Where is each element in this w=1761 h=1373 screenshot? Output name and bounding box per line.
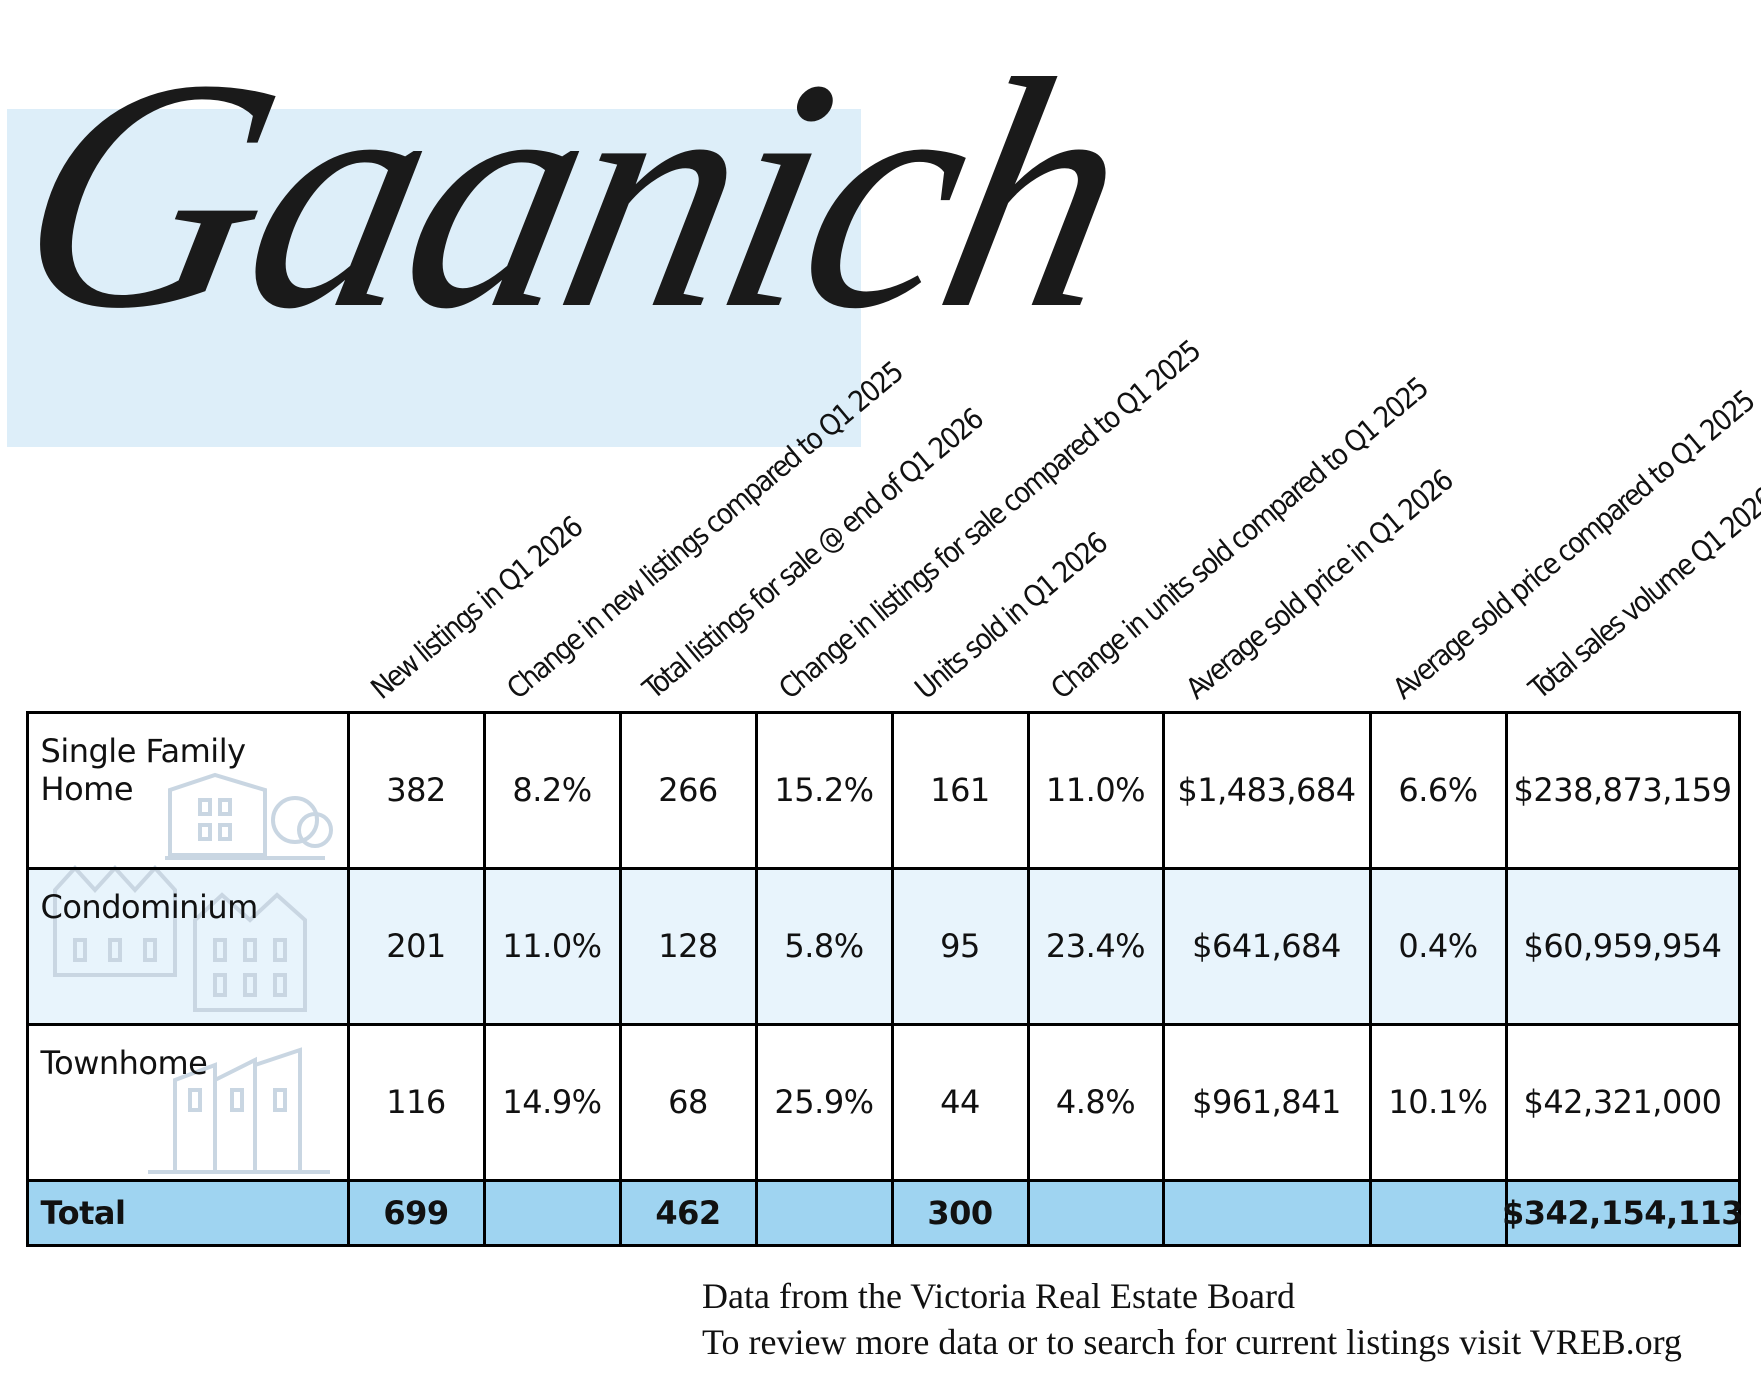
table-cell: 10.1% (1368, 1022, 1508, 1182)
row-label: Townhome (25, 1022, 350, 1182)
table-cell: $60,959,954 (1504, 866, 1741, 1026)
table-cell: $641,684 (1161, 866, 1372, 1026)
table-cell: 266 (618, 710, 758, 870)
total-cell (754, 1178, 894, 1247)
footer-line: To review more data or to search for cur… (702, 1322, 1682, 1362)
table-cell: $238,873,159 (1504, 710, 1741, 870)
table-cell: $42,321,000 (1504, 1022, 1741, 1182)
table-cell: 11.0% (482, 866, 622, 1026)
total-cell (482, 1178, 622, 1247)
table-cell: 23.4% (1026, 866, 1165, 1026)
row-label: Condominium (25, 866, 350, 1026)
total-cell: $342,154,113 (1502, 1178, 1743, 1247)
table-cell: 68 (618, 1022, 758, 1182)
row-label: Single Family Home (25, 710, 350, 870)
total-label: Total (25, 1178, 350, 1247)
table-cell: 6.6% (1368, 710, 1508, 870)
table-cell: 128 (618, 866, 758, 1026)
title-background (7, 109, 861, 447)
table-cell: 5.8% (754, 866, 894, 1026)
table-cell: 11.0% (1026, 710, 1165, 870)
table-cell: $1,483,684 (1161, 710, 1372, 870)
total-cell (1161, 1178, 1372, 1247)
total-cell: 300 (890, 1178, 1030, 1247)
table-cell: $961,841 (1161, 1022, 1372, 1182)
footer-line: Data from the Victoria Real Estate Board (702, 1276, 1295, 1316)
total-cell: 699 (346, 1178, 486, 1247)
table-cell: 382 (346, 710, 486, 870)
